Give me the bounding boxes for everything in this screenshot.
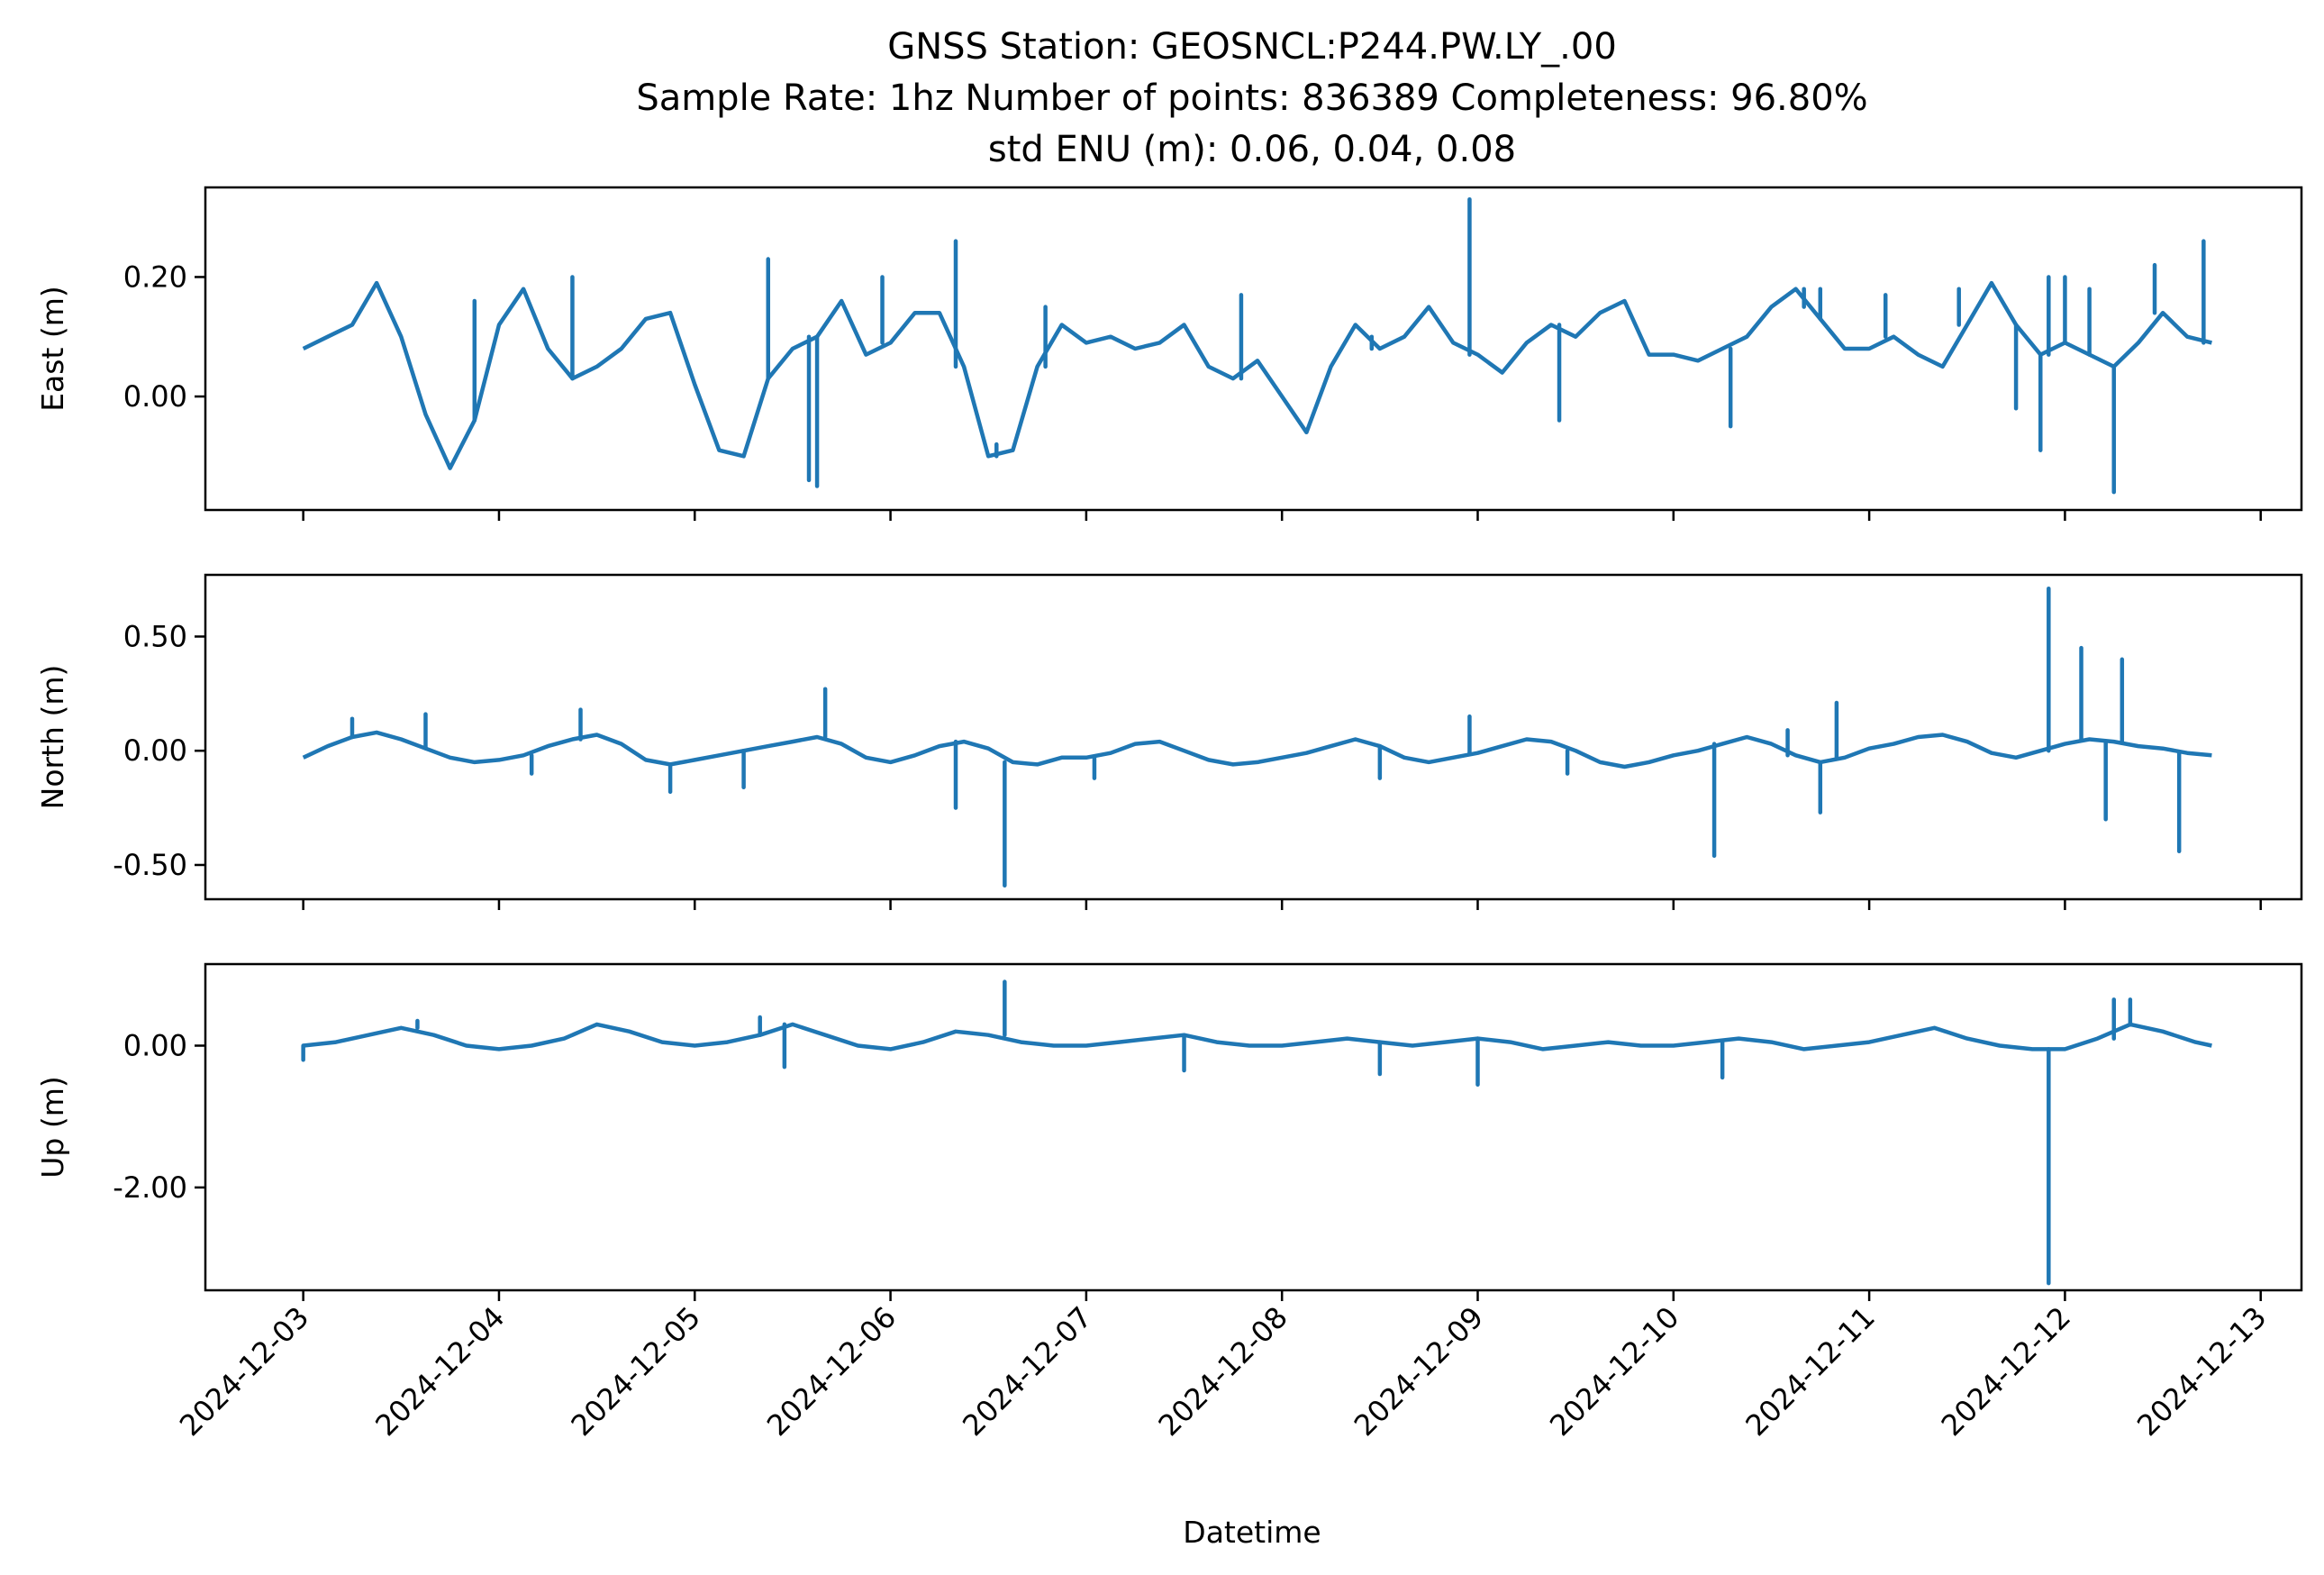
x-axis-label: Datetime	[1183, 1515, 1321, 1550]
east-axes-frame	[204, 186, 2303, 512]
east-panel: 0.20 0.00 East (m)	[35, 186, 2303, 521]
up-y-axis-label: Up (m)	[35, 1076, 70, 1179]
title-line-3: std ENU (m): 0.06, 0.04, 0.08	[988, 129, 1516, 170]
up-series-line	[303, 1022, 2212, 1052]
north-ytick-label: 0.50	[123, 619, 187, 653]
east-y-axis-label: East (m)	[35, 286, 70, 412]
title-line-2: Sample Rate: 1hz Number of points: 83638…	[636, 77, 1867, 119]
north-ytick-label: 0.00	[123, 733, 187, 768]
up-ytick-label: -2.00	[113, 1170, 187, 1205]
east-series-line	[302, 280, 2212, 470]
east-ytick-label: 0.20	[123, 259, 187, 294]
north-axes-frame	[204, 573, 2303, 901]
north-panel: 0.50 0.00 -0.50 North (m)	[35, 573, 2303, 910]
north-ytick-label: -0.50	[113, 848, 187, 882]
up-ytick-label: 0.00	[123, 1029, 187, 1063]
north-series-line	[302, 730, 2212, 769]
title-line-1: GNSS Station: GEOSNCL:P244.PW.LY_.00	[887, 26, 1617, 68]
north-y-axis-label: North (m)	[35, 665, 70, 810]
up-axes-frame	[204, 962, 2303, 1292]
east-ytick-label: 0.00	[123, 379, 187, 414]
